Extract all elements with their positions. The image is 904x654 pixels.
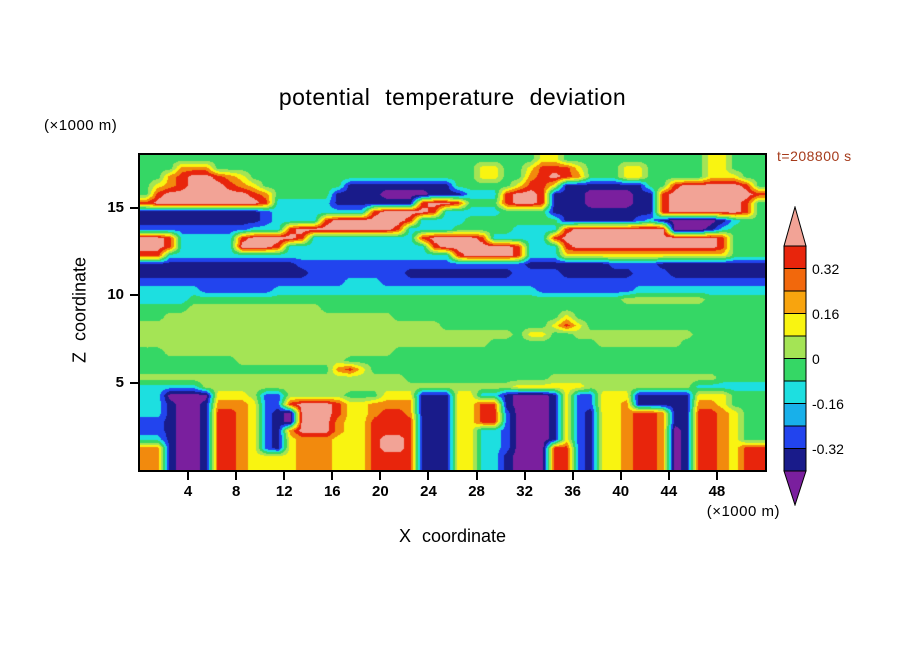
colorbar-tick-label: 0.32 — [812, 260, 840, 277]
x-tick-mark — [715, 472, 718, 480]
colorbar-box — [783, 245, 807, 269]
colorbar-tick-label: 0 — [812, 350, 820, 367]
plot-frame — [138, 153, 767, 472]
x-tick-label: 40 — [612, 483, 630, 500]
z-tick-mark — [130, 381, 138, 384]
x-tick-mark — [379, 472, 382, 480]
z-tick-label: 10 — [107, 286, 124, 303]
colorbar-tick-label: -0.16 — [812, 395, 844, 412]
colorbar-box — [783, 425, 807, 449]
contour-field-canvas — [140, 155, 765, 470]
x-tick-label: 48 — [708, 483, 726, 500]
x-tick-mark — [331, 472, 334, 480]
colorbar-box — [783, 290, 807, 314]
x-axis-label: X coordinate — [398, 526, 507, 546]
x-tick-mark — [667, 472, 670, 480]
z-tick-label: 15 — [107, 198, 124, 216]
x-tick-mark — [475, 472, 478, 480]
colorbar-tick-label: 0.16 — [812, 305, 840, 322]
x-tick-label: 8 — [231, 483, 241, 500]
z-axis-label: Z coordinate — [69, 256, 90, 364]
x-tick-label: 44 — [660, 483, 678, 500]
colorbar-box — [783, 358, 807, 382]
x-tick-label: 4 — [183, 483, 193, 500]
x-axis-unit-label: (×1000 m) — [706, 503, 780, 520]
x-tick-mark — [571, 472, 574, 480]
chart-title: potential temperature deviation — [278, 84, 627, 110]
x-tick-label: 12 — [275, 483, 293, 500]
colorbar-box — [783, 448, 807, 472]
x-tick-mark — [235, 472, 238, 480]
colorbar-tick-label: -0.32 — [812, 440, 844, 457]
time-label: t=208800 s — [777, 148, 852, 164]
x-tick-label: 32 — [516, 483, 533, 500]
z-tick-mark — [130, 294, 138, 296]
z-axis-unit-label: (×1000 m) — [44, 117, 118, 134]
colorbar-box — [783, 403, 807, 427]
colorbar-box — [783, 380, 807, 404]
z-tick-mark — [130, 206, 138, 209]
x-tick-label: 20 — [372, 483, 389, 500]
x-tick-mark — [427, 472, 430, 480]
colorbar-arrow-bottom — [783, 470, 807, 506]
x-tick-mark — [187, 472, 190, 480]
colorbar-box — [783, 313, 807, 337]
colorbar — [783, 206, 807, 506]
colorbar-box — [783, 335, 807, 359]
x-tick-label: 28 — [468, 483, 485, 500]
x-tick-mark — [283, 472, 286, 480]
z-tick-label: 5 — [115, 373, 124, 391]
x-tick-mark — [523, 472, 526, 480]
x-tick-label: 16 — [323, 483, 341, 500]
x-tick-mark — [619, 472, 622, 480]
colorbar-arrow-top — [783, 206, 807, 247]
colorbar-box — [783, 268, 807, 292]
x-tick-label: 36 — [564, 483, 582, 500]
x-tick-label: 24 — [420, 483, 437, 500]
